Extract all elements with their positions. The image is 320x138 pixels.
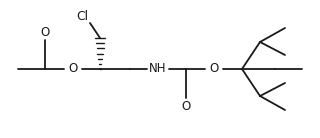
Text: O: O [40,26,50,39]
Text: O: O [181,99,191,112]
Text: NH: NH [149,63,167,75]
Text: O: O [68,63,78,75]
Text: Cl: Cl [76,10,88,22]
Text: O: O [209,63,219,75]
